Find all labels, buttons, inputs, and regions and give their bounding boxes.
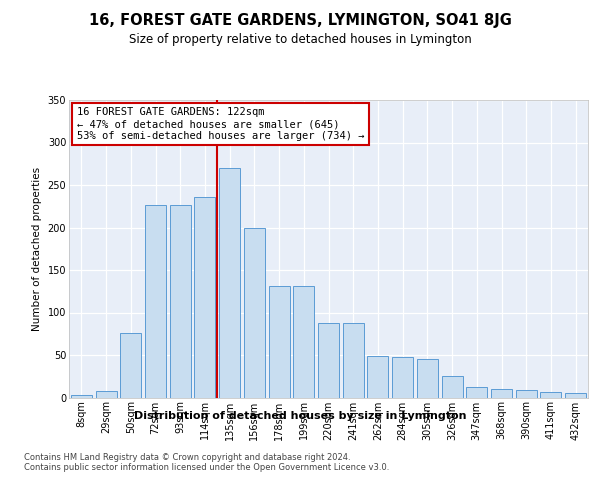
Bar [244, 228, 265, 398]
Bar [565, 393, 586, 398]
Bar [120, 333, 141, 398]
Bar [417, 359, 438, 398]
Bar [95, 390, 116, 398]
Bar [219, 168, 240, 398]
Y-axis label: Number of detached properties: Number of detached properties [32, 166, 42, 331]
Bar [269, 286, 290, 398]
Text: Contains HM Land Registry data © Crown copyright and database right 2024.
Contai: Contains HM Land Registry data © Crown c… [24, 452, 389, 472]
Text: Size of property relative to detached houses in Lymington: Size of property relative to detached ho… [128, 32, 472, 46]
Text: 16 FOREST GATE GARDENS: 122sqm
← 47% of detached houses are smaller (645)
53% of: 16 FOREST GATE GARDENS: 122sqm ← 47% of … [77, 108, 364, 140]
Bar [541, 392, 562, 398]
Bar [71, 395, 92, 398]
Bar [170, 204, 191, 398]
Text: 16, FOREST GATE GARDENS, LYMINGTON, SO41 8JG: 16, FOREST GATE GARDENS, LYMINGTON, SO41… [89, 12, 511, 28]
Bar [145, 206, 166, 398]
Bar [293, 286, 314, 398]
Bar [367, 356, 388, 398]
Bar [343, 322, 364, 398]
Bar [516, 390, 537, 398]
Bar [442, 376, 463, 398]
Bar [194, 197, 215, 398]
Bar [318, 322, 339, 398]
Bar [466, 388, 487, 398]
Bar [392, 356, 413, 398]
Text: Distribution of detached houses by size in Lymington: Distribution of detached houses by size … [134, 411, 466, 421]
Bar [491, 389, 512, 398]
